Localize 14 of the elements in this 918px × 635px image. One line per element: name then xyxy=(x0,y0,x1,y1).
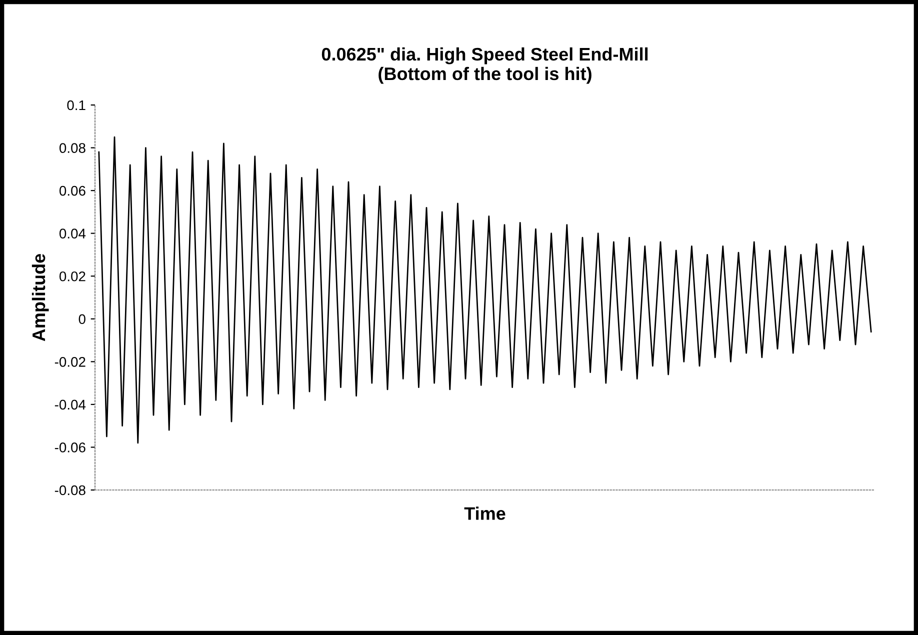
y-tick-label: -0.04 xyxy=(54,400,86,410)
chart-title: 0.0625" dia. High Speed Steel End-Mill (Bottom of the tool is hit) xyxy=(322,47,648,84)
y-tick-label: 0 xyxy=(78,314,86,324)
y-tick-label: 0.08 xyxy=(59,143,86,153)
y-tick-label: -0.02 xyxy=(54,357,86,367)
y-tick-label: 0.06 xyxy=(59,186,86,196)
line-series xyxy=(98,136,872,444)
y-tick-label: 0.1 xyxy=(67,100,86,110)
y-tick-label: -0.06 xyxy=(54,442,86,452)
y-tick-label: 0.04 xyxy=(59,228,86,239)
y-tick-label: -0.08 xyxy=(54,485,86,496)
y-tick-label: 0.02 xyxy=(59,271,86,282)
y-axis-title: Amplitude xyxy=(32,254,49,342)
x-axis-title: Time xyxy=(464,506,506,520)
